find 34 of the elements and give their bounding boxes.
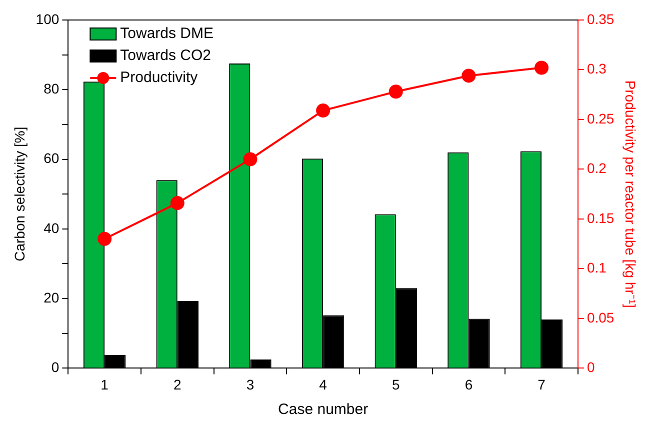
- x-tick-label: 2: [174, 376, 182, 392]
- point: [534, 60, 549, 75]
- y2-tick-label: 0.2: [586, 160, 607, 176]
- y-tick-label: 20: [44, 289, 60, 306]
- point: [388, 84, 403, 99]
- y2-tick-label: 0.15: [586, 210, 614, 226]
- y-tick-label: 60: [44, 150, 60, 166]
- y-tick-label: 80: [44, 80, 60, 96]
- x-tick-label: 4: [319, 376, 328, 392]
- legend-label: Towards CO2: [120, 47, 212, 64]
- y-tick-label: 0: [51, 359, 60, 376]
- y2-tick-label: 0.05: [586, 309, 614, 326]
- x-tick-label: 7: [538, 376, 546, 392]
- y-tick-label: 40: [44, 220, 60, 236]
- x-tick-label: 6: [464, 376, 473, 392]
- y2-tick-label: 0.25: [586, 110, 614, 126]
- legend-label: Productivity: [120, 69, 198, 86]
- x-tick-label: 1: [100, 376, 109, 392]
- x-tick-label: 3: [246, 376, 254, 392]
- point: [243, 152, 258, 166]
- legend-label: Towards DME: [120, 25, 214, 42]
- y2-tick-label: 0: [586, 359, 595, 376]
- y2-tick-label: 0.3: [586, 60, 607, 77]
- y2-axis-title: Productivity per reactor tube [kg hr⁻¹]: [622, 80, 639, 308]
- y-axis-title: Carbon selectivity [%]: [11, 126, 28, 262]
- point: [316, 104, 330, 118]
- y2-tick-label: 0.1: [586, 260, 607, 276]
- point: [98, 232, 112, 246]
- point: [170, 196, 184, 210]
- x-tick-label: 5: [392, 376, 400, 392]
- point: [462, 68, 476, 83]
- x-axis-title: Case number: [278, 401, 368, 418]
- y2-tick-label: 0.35: [586, 10, 614, 27]
- y-tick-label: 100: [36, 10, 60, 27]
